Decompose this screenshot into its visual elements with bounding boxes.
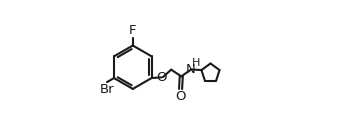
Text: O: O [156, 71, 166, 84]
Text: H: H [192, 58, 200, 68]
Text: F: F [129, 24, 137, 37]
Text: Br: Br [100, 83, 114, 96]
Text: O: O [175, 90, 186, 103]
Text: N: N [186, 63, 196, 76]
